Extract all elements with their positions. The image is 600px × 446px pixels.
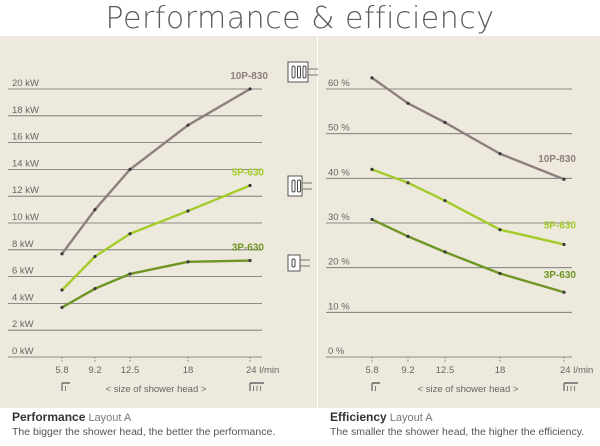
x-tick-label: 18: [495, 365, 506, 376]
small-shower-icon: [61, 382, 70, 391]
icon-element: [291, 179, 296, 193]
right-caption-subtitle: Layout A: [389, 412, 433, 424]
data-point: [248, 87, 252, 91]
y-tick-label: 60 %: [328, 78, 350, 89]
y-tick-label: 10 kW: [12, 212, 39, 223]
data-point: [562, 177, 566, 181]
data-point: [370, 217, 374, 222]
data-point: [443, 199, 447, 203]
data-point: [186, 260, 190, 264]
data-point: [60, 252, 64, 256]
data-point: [186, 209, 190, 213]
icon-element: [291, 258, 296, 268]
data-point: [562, 290, 566, 294]
series-label: 3P-630: [232, 243, 265, 254]
x-tick-label: 5.8: [55, 365, 68, 376]
chart-panel-2: [318, 36, 600, 408]
y-tick-label: 10 %: [328, 301, 350, 312]
x-tick-label: 12.5: [121, 365, 140, 376]
data-point: [248, 183, 252, 188]
x-tick-label: 24 l/min: [560, 365, 593, 376]
large-shower-icon: [563, 382, 578, 391]
right-caption-title: Efficiency: [330, 410, 387, 424]
data-point: [406, 234, 410, 238]
y-tick-label: 20 kW: [12, 78, 39, 89]
right-caption-text: The smaller the shower head, the higher …: [330, 426, 585, 438]
data-point: [93, 287, 97, 291]
x-tick-label: 18: [183, 365, 194, 376]
left-caption-title: Performance: [12, 410, 86, 424]
series-label: 3P-630: [544, 270, 577, 281]
data-point: [443, 120, 447, 125]
y-tick-label: 2 kW: [12, 319, 34, 330]
series-label: 10P-830: [230, 71, 268, 82]
data-point: [498, 152, 502, 156]
x-axis-label: < size of shower head >: [106, 384, 207, 395]
series-label: 5P-630: [232, 167, 265, 178]
heater-unit-icon: [287, 61, 318, 83]
heater-unit-icon: [287, 175, 312, 197]
data-point: [93, 208, 97, 212]
x-tick-label: 24 l/min: [246, 365, 279, 376]
data-point: [406, 101, 410, 105]
chart-1: 0 kW 2 kW 4 kW 6 kW 8 kW 10 kW 12 kW 14 kW 16 kW…: [8, 71, 279, 395]
left-caption-subtitle: Layout A: [88, 412, 132, 424]
x-tick-label: 9.2: [88, 365, 101, 376]
data-point: [406, 181, 410, 185]
data-point: [128, 272, 132, 276]
data-point: [443, 250, 447, 254]
x-tick-label: 5.8: [365, 365, 378, 376]
y-tick-label: 6 kW: [12, 266, 34, 277]
data-point: [93, 254, 97, 259]
data-point: [60, 305, 64, 310]
x-tick-label: 12.5: [436, 365, 455, 376]
series-label: 10P-830: [538, 154, 576, 165]
icon-element: [297, 65, 301, 79]
y-tick-label: 40 %: [328, 167, 350, 178]
data-point: [370, 167, 374, 171]
x-axis-label: < size of shower head >: [418, 384, 519, 395]
y-tick-label: 8 kW: [12, 239, 34, 250]
y-tick-label: 20 %: [328, 257, 350, 268]
y-tick-label: 0 %: [328, 346, 345, 357]
data-point: [248, 258, 252, 263]
data-point: [370, 76, 374, 80]
data-point: [60, 288, 64, 292]
small-shower-icon: [371, 382, 380, 391]
left-caption-text: The bigger the shower head, the better t…: [12, 426, 276, 438]
icon-element: [291, 65, 296, 79]
data-point: [562, 242, 566, 247]
chart-2: 0 % 10 % 20 % 30 % 40 % 50 % 60 % 5.8 9.2 12.5 18 2…: [326, 76, 593, 395]
icon-element: [297, 179, 301, 193]
data-point: [498, 271, 502, 276]
large-shower-icon: [249, 382, 264, 391]
data-point: [128, 167, 132, 171]
icon-element: [302, 65, 307, 79]
y-tick-label: 0 kW: [12, 346, 34, 357]
y-tick-label: 12 kW: [12, 185, 39, 196]
y-tick-label: 14 kW: [12, 158, 39, 169]
left-caption: Performance Layout A The bigger the show…: [12, 410, 275, 439]
data-point: [128, 232, 132, 236]
y-tick-label: 4 kW: [12, 292, 34, 303]
heater-unit-icon: [287, 254, 310, 272]
right-caption: Efficiency Layout A The smaller the show…: [330, 410, 584, 439]
page-title: Performance & efficiency: [105, 1, 495, 36]
y-tick-label: 50 %: [328, 123, 350, 134]
y-tick-label: 18 kW: [12, 105, 39, 116]
series-label: 5P-630: [544, 220, 577, 231]
y-tick-label: 16 kW: [12, 132, 39, 143]
data-point: [498, 228, 502, 232]
data-point: [186, 123, 190, 127]
x-tick-label: 9.2: [401, 365, 414, 376]
y-tick-label: 30 %: [328, 212, 350, 223]
